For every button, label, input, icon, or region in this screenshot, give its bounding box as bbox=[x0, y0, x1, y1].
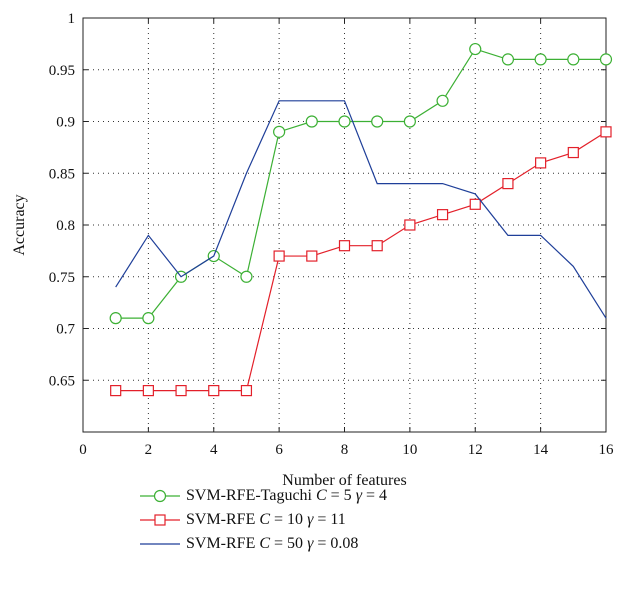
series-3 bbox=[115, 100, 607, 319]
series-lines bbox=[109, 42, 613, 397]
data-point bbox=[469, 198, 481, 210]
series-2-line bbox=[115, 131, 607, 392]
legend-label: SVM-RFE C = 10 γ = 11 bbox=[186, 511, 346, 528]
data-point bbox=[567, 53, 580, 66]
data-point bbox=[404, 219, 416, 231]
data-point bbox=[305, 115, 318, 128]
data-point bbox=[338, 115, 351, 128]
y-tick-label: 0.9 bbox=[56, 115, 75, 131]
data-point bbox=[240, 385, 253, 397]
series-1 bbox=[109, 42, 613, 325]
data-point bbox=[469, 42, 482, 56]
y-tick-label: 0.65 bbox=[49, 373, 75, 389]
legend: SVM-RFE-Taguchi C = 5 γ = 4 SVM-RFE C = 1… bbox=[140, 484, 387, 556]
x-tick-label: 10 bbox=[402, 442, 417, 458]
legend-symbol bbox=[140, 489, 180, 503]
grid bbox=[83, 18, 606, 432]
x-tick-label: 2 bbox=[145, 442, 153, 458]
y-axis-title: Accuracy bbox=[11, 194, 28, 255]
data-point bbox=[208, 385, 220, 397]
legend-marker bbox=[153, 489, 167, 503]
data-point bbox=[273, 250, 285, 262]
y-tick-label: 0.75 bbox=[49, 270, 75, 286]
data-point bbox=[599, 53, 613, 66]
data-point bbox=[142, 385, 154, 397]
legend-item: SVM-RFE C = 50 γ = 0.08 bbox=[140, 532, 387, 556]
data-point bbox=[240, 270, 253, 283]
data-point bbox=[534, 53, 547, 66]
legend-item: SVM-RFE C = 10 γ = 11 bbox=[140, 508, 387, 532]
data-point bbox=[535, 157, 547, 169]
data-point bbox=[273, 125, 286, 138]
data-point bbox=[436, 94, 449, 107]
data-point bbox=[502, 178, 514, 190]
x-tick-label: 16 bbox=[599, 442, 615, 458]
legend-label: SVM-RFE C = 50 γ = 0.08 bbox=[186, 535, 359, 552]
legend-symbol bbox=[140, 543, 180, 545]
legend-marker bbox=[154, 514, 166, 526]
y-tick-label: 0.8 bbox=[56, 218, 75, 234]
legend-label: SVM-RFE-Taguchi C = 5 γ = 4 bbox=[186, 487, 388, 504]
x-tick-label: 14 bbox=[533, 442, 549, 458]
plot-frame bbox=[82, 17, 607, 433]
data-point bbox=[371, 115, 384, 128]
series-2 bbox=[110, 126, 612, 397]
y-tick-label: 0.95 bbox=[49, 63, 75, 79]
data-point bbox=[501, 53, 515, 66]
data-point bbox=[175, 385, 187, 397]
x-tick-label: 8 bbox=[341, 442, 349, 458]
data-point bbox=[338, 240, 351, 252]
x-axis-title: Number of features bbox=[282, 472, 406, 489]
data-point bbox=[109, 312, 122, 325]
data-point bbox=[306, 250, 318, 262]
x-tick-label: 6 bbox=[275, 442, 283, 458]
axis-ticks: 0 2 4 6 8 10 12 14 16 0.65 0.7 0.75 0.8 0.85 0.9 0.95 1 bbox=[49, 11, 614, 458]
data-point bbox=[110, 385, 122, 397]
y-tick-label: 1 bbox=[68, 11, 76, 27]
x-tick-label: 12 bbox=[468, 442, 483, 458]
y-tick-label: 0.85 bbox=[49, 166, 75, 182]
data-point bbox=[600, 126, 612, 138]
series-3-line bbox=[115, 100, 607, 319]
x-tick-label: 0 bbox=[79, 442, 87, 458]
y-tick-label: 0.7 bbox=[56, 322, 75, 338]
series-1-line bbox=[115, 48, 606, 319]
x-tick-label: 4 bbox=[210, 442, 218, 458]
legend-item: SVM-RFE-Taguchi C = 5 γ = 4 bbox=[140, 484, 387, 508]
data-point bbox=[403, 115, 416, 128]
data-point bbox=[567, 146, 579, 159]
data-point bbox=[371, 240, 383, 252]
legend-symbol bbox=[140, 514, 180, 526]
data-point bbox=[436, 209, 449, 221]
data-point bbox=[142, 312, 155, 325]
